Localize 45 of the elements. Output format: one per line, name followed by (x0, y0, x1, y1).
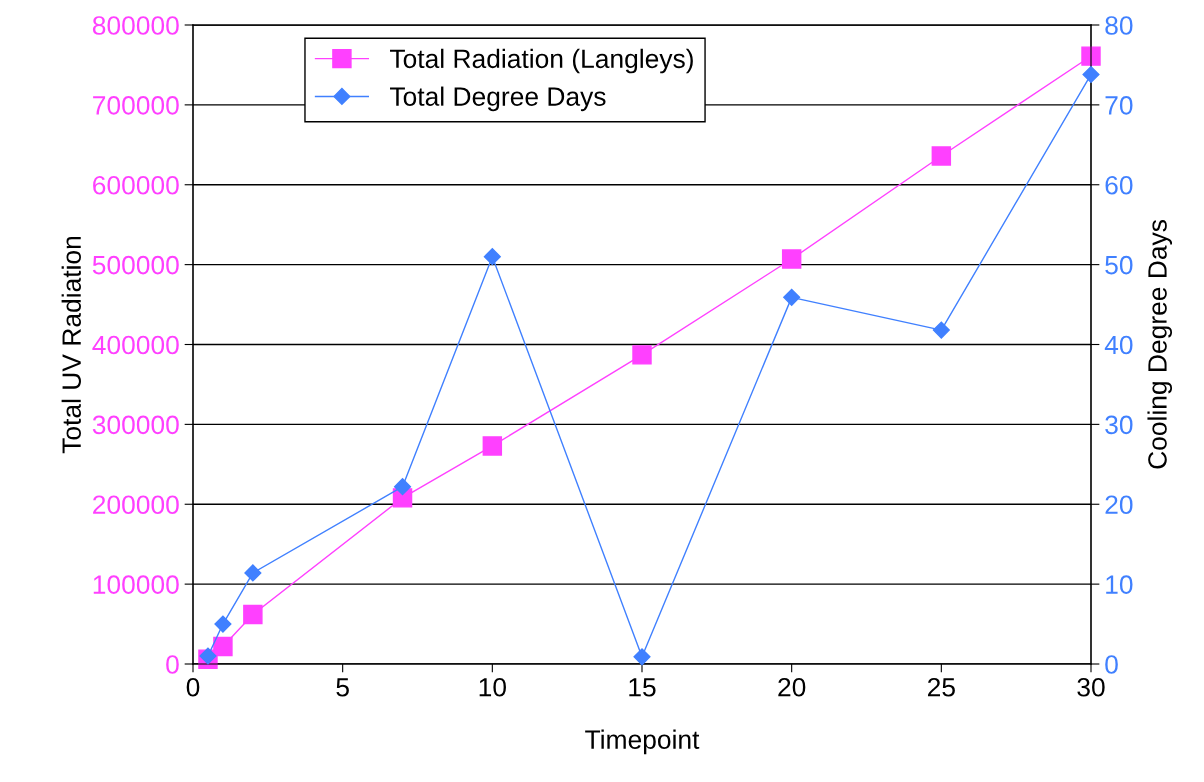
point (482, 436, 503, 456)
y-tick-label: 0 (166, 655, 179, 674)
x-tick-label: 0 (186, 677, 200, 697)
y2-tick-label: 70 (1105, 96, 1133, 115)
point (244, 564, 262, 582)
x-tick-label: 5 (336, 678, 349, 697)
x-tick-label: 20 (778, 677, 806, 697)
y2-tick-label: 60 (1105, 175, 1133, 195)
y2-tick-label: 80 (1105, 16, 1133, 35)
y-axis-title: Total UV Radiation (61, 236, 81, 454)
point (931, 146, 952, 166)
point (393, 478, 412, 496)
y-tick-label: 800000 (92, 16, 179, 35)
y-tick-label: 500000 (92, 255, 179, 275)
y2-tick-label: 40 (1104, 335, 1133, 355)
x-tick-label: 10 (479, 677, 506, 697)
y2-tick-label: 10 (1106, 575, 1133, 594)
point (632, 345, 652, 365)
y-tick-label: 300000 (92, 415, 179, 435)
y-tick-label: 200000 (93, 495, 179, 515)
point (214, 615, 232, 633)
x-tick-label: 25 (927, 677, 955, 697)
point (932, 321, 950, 339)
y-tick-label: 400000 (92, 335, 179, 355)
point (243, 604, 263, 625)
x-tick-label: 15 (629, 678, 656, 697)
legend-label: Total Radiation (Langleys) (390, 48, 693, 74)
y2-tick-label: 50 (1105, 255, 1133, 275)
y2-axis-title: Cooling Degree Days (1147, 220, 1173, 469)
point (213, 636, 233, 657)
x-axis-title: Timepoint (585, 729, 700, 755)
legend-label: Total Degree Days (390, 86, 606, 112)
point (483, 248, 501, 266)
y-tick-label: 100000 (93, 575, 179, 594)
point (781, 249, 802, 269)
point (783, 288, 801, 306)
point (1082, 65, 1100, 84)
y-tick-label: 600000 (93, 175, 179, 195)
point (633, 648, 651, 666)
y2-tick-label: 20 (1105, 495, 1133, 515)
y-tick-label: 700000 (93, 96, 179, 115)
x-tick-label: 30 (1077, 677, 1105, 697)
point (1081, 46, 1101, 66)
y2-tick-label: 30 (1105, 415, 1133, 435)
y2-tick-label: 0 (1105, 655, 1118, 674)
